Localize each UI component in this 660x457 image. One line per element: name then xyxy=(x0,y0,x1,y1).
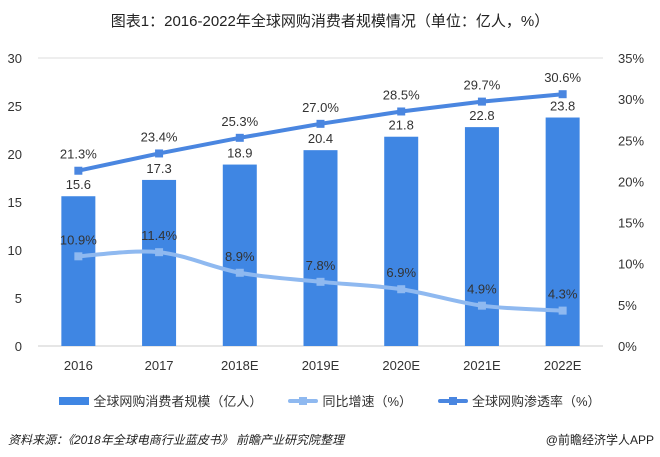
penetration-data-label: 30.6% xyxy=(544,70,581,85)
bar xyxy=(142,179,177,346)
legend-swatch xyxy=(59,396,90,405)
growth-data-label: 4.3% xyxy=(548,287,578,302)
bar-data-label: 15.6 xyxy=(66,177,91,192)
bar-data-label: 18.9 xyxy=(227,146,252,161)
penetration-data-label: 21.3% xyxy=(60,147,97,162)
chart-title: 图表1：2016-2022年全球网购消费者规模情况（单位：亿人，%） xyxy=(110,13,550,30)
penetration-data-label: 27.0% xyxy=(302,100,339,115)
right-tick-label: 35% xyxy=(618,51,644,66)
right-tick-label: 20% xyxy=(618,174,644,189)
legend: 全球网购消费者规模（亿人） 同比增速（%） 全球网购渗透率（%） xyxy=(0,391,660,410)
left-tick-label: 15 xyxy=(8,195,22,210)
penetration-marker xyxy=(74,166,83,175)
penetration-data-label: 29.7% xyxy=(463,78,500,93)
growth-data-label: 10.9% xyxy=(60,232,97,247)
left-tick-label: 25 xyxy=(8,99,22,114)
left-tick-label: 20 xyxy=(8,147,22,162)
right-tick-label: 30% xyxy=(618,92,644,107)
growth-marker xyxy=(235,268,244,277)
penetration-marker xyxy=(155,149,164,158)
bar-data-label: 22.8 xyxy=(469,108,494,123)
growth-marker xyxy=(397,285,406,294)
x-tick-label: 2017 xyxy=(145,358,174,373)
x-tick-label: 2016 xyxy=(64,358,93,373)
growth-data-label: 4.9% xyxy=(467,282,497,297)
penetration-marker xyxy=(477,97,486,106)
bar xyxy=(222,164,257,346)
left-tick-label: 30 xyxy=(8,51,22,66)
bar xyxy=(61,196,96,346)
penetration-marker xyxy=(397,107,406,116)
legend-swatch xyxy=(288,396,319,405)
credit: @前瞻经济学人APP xyxy=(545,433,654,447)
x-tick-label: 2021E xyxy=(463,358,501,373)
bar-data-label: 17.3 xyxy=(146,161,171,176)
growth-marker xyxy=(74,252,83,261)
legend-swatch xyxy=(438,396,468,405)
legend-label: 全球网购消费者规模（亿人） xyxy=(93,394,263,409)
bar-data-label: 23.8 xyxy=(550,99,575,114)
legend-item-growth: 同比增速（%） xyxy=(288,391,412,410)
right-tick-label: 25% xyxy=(618,133,644,148)
x-tick-label: 2019E xyxy=(302,358,340,373)
growth-data-label: 8.9% xyxy=(225,249,255,264)
bar-data-label: 21.8 xyxy=(389,118,414,133)
bar xyxy=(303,150,338,346)
growth-marker xyxy=(558,306,567,315)
penetration-data-label: 28.5% xyxy=(383,87,420,102)
growth-marker xyxy=(316,277,325,286)
source-note: 资料来源：《2018年全球电商行业蓝皮书》 前瞻产业研究院整理 xyxy=(8,433,345,447)
left-tick-label: 5 xyxy=(15,291,22,306)
growth-data-label: 7.8% xyxy=(306,258,336,273)
x-tick-label: 2020E xyxy=(382,358,420,373)
penetration-marker xyxy=(316,119,325,128)
penetration-marker xyxy=(558,90,567,99)
legend-label: 同比增速（%） xyxy=(322,394,412,409)
growth-data-label: 6.9% xyxy=(386,265,416,280)
legend-item-penetration: 全球网购渗透率（%） xyxy=(438,391,601,410)
x-tick-label: 2018E xyxy=(221,358,259,373)
right-tick-label: 10% xyxy=(618,257,644,272)
growth-data-label: 11.4% xyxy=(141,228,177,243)
bar xyxy=(384,136,419,346)
right-tick-label: 0% xyxy=(618,339,637,354)
legend-item-bar: 全球网购消费者规模（亿人） xyxy=(59,391,262,410)
x-tick-label: 2022E xyxy=(544,358,582,373)
legend-label: 全球网购渗透率（%） xyxy=(472,394,601,409)
growth-marker xyxy=(155,248,164,257)
penetration-data-label: 23.4% xyxy=(141,129,178,144)
right-tick-label: 5% xyxy=(618,298,637,313)
right-tick-label: 15% xyxy=(618,216,644,231)
left-tick-label: 0 xyxy=(15,339,22,354)
left-tick-label: 10 xyxy=(8,243,22,258)
penetration-marker xyxy=(235,133,244,142)
bar-data-label: 20.4 xyxy=(308,131,333,146)
penetration-data-label: 25.3% xyxy=(221,114,258,129)
bar xyxy=(464,127,499,347)
growth-marker xyxy=(477,301,486,310)
